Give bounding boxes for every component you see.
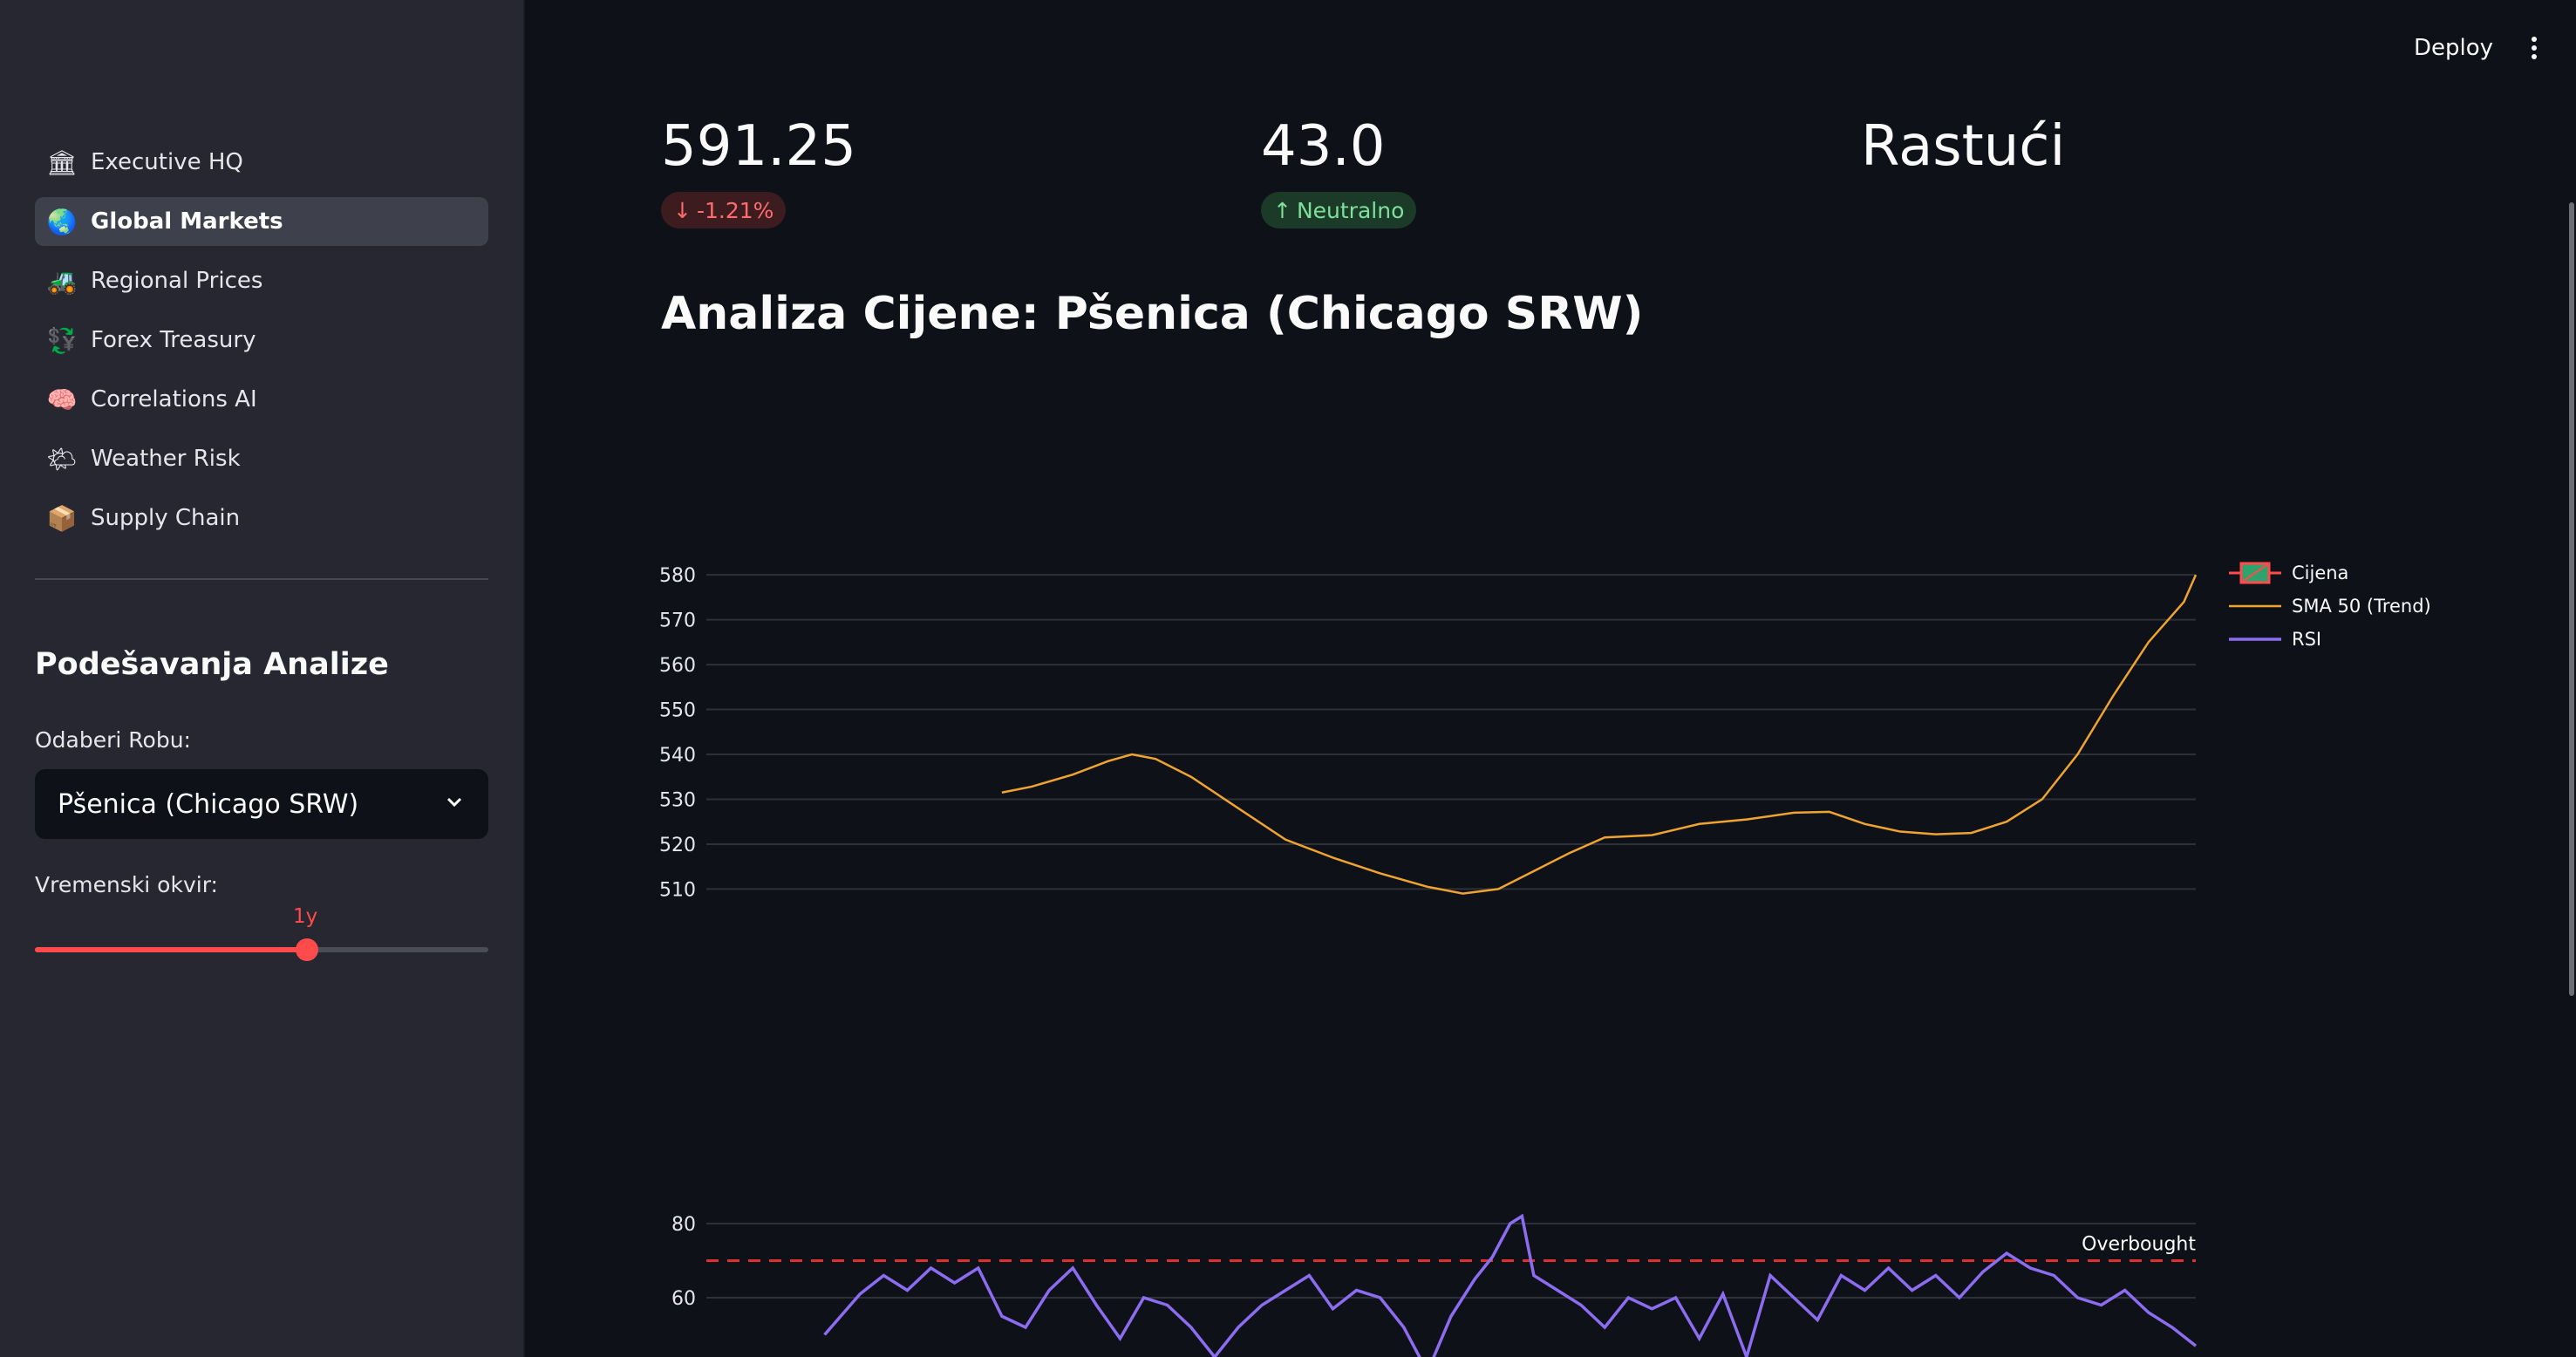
- sidebar: 🏛 Executive HQ 🌏 Global Markets 🚜 Regional Pr…: [0, 0, 525, 1357]
- legend-label: Cijena: [2292, 563, 2349, 583]
- commodity-label: Odaberi Robu:: [35, 727, 191, 753]
- timeframe-slider-value: 1y: [293, 905, 318, 928]
- sidebar-item-correlations-ai[interactable]: 🧠 Correlations AI: [35, 375, 488, 424]
- sidebar-item-forex-treasury[interactable]: 💱 Forex Treasury: [35, 316, 488, 365]
- sidebar-item-weather-risk[interactable]: 🌤 Weather Risk: [35, 434, 488, 483]
- tractor-icon: 🚜: [46, 266, 78, 296]
- overbought-label: Overbought: [2082, 1234, 2196, 1256]
- sidebar-item-label: Supply Chain: [91, 505, 241, 531]
- deploy-button[interactable]: Deploy: [2414, 35, 2494, 61]
- price-tick-label: 520: [659, 835, 696, 856]
- sidebar-item-global-markets[interactable]: 🌏 Global Markets: [35, 197, 488, 246]
- page-title: Analiza Cijene: Pšenica (Chicago SRW): [661, 288, 1644, 340]
- price-tick-label: 540: [659, 745, 696, 767]
- settings-title: Podešavanja Analize: [35, 647, 389, 682]
- legend-label: RSI: [2292, 629, 2322, 650]
- price-tick-label: 510: [659, 879, 696, 901]
- sidebar-divider: [35, 578, 488, 580]
- rsi-line: [823, 1213, 2198, 1357]
- price-tick-label: 570: [659, 610, 696, 632]
- metric-trend-value: Rastući: [1861, 114, 2066, 179]
- arrow-up-icon: ↑: [1273, 197, 1291, 223]
- globe-icon: 🌏: [46, 207, 78, 236]
- main-menu-icon[interactable]: [2529, 37, 2539, 63]
- currency-exchange-icon: 💱: [46, 325, 78, 355]
- chevron-down-icon: [443, 789, 466, 820]
- metric-price-value: 591.25: [661, 114, 856, 179]
- arrow-down-icon: ↓: [673, 197, 692, 223]
- legend-swatch: [2229, 593, 2281, 619]
- metric-price: 591.25 ↓ -1.21%: [661, 112, 856, 228]
- sidebar-item-label: Regional Prices: [91, 268, 263, 294]
- legend-swatch: [2229, 626, 2281, 652]
- chart-legend: Cijena SMA 50 (Trend) RSI: [2229, 556, 2431, 656]
- classical-building-icon: 🏛: [46, 147, 78, 177]
- legend-swatch: [2229, 560, 2281, 586]
- sma-50-line: [1001, 574, 2198, 895]
- package-icon: 📦: [46, 503, 78, 533]
- rsi-tick-label: 80: [671, 1214, 696, 1236]
- sidebar-item-label: Forex Treasury: [91, 327, 256, 353]
- metric-rsi: 43.0 ↑ Neutralno: [1261, 112, 1417, 228]
- scrollbar[interactable]: [2569, 202, 2574, 996]
- sidebar-item-label: Correlations AI: [91, 386, 257, 413]
- rsi-tick-label: 60: [671, 1288, 696, 1310]
- sidebar-item-label: Weather Risk: [91, 446, 241, 472]
- slider-thumb[interactable]: [296, 938, 318, 961]
- sidebar-item-label: Executive HQ: [91, 149, 243, 175]
- sidebar-item-supply-chain[interactable]: 📦 Supply Chain: [35, 494, 488, 542]
- price-chart[interactable]: 510 520 530 540 550 560 570 580 60 80 Overbought: [645, 541, 2206, 1357]
- metric-price-delta: ↓ -1.21%: [661, 192, 787, 228]
- timeframe-label: Vremenski okvir:: [35, 872, 218, 897]
- metric-rsi-delta-text: Neutralno: [1296, 197, 1405, 223]
- commodity-select[interactable]: Pšenica (Chicago SRW): [35, 769, 488, 839]
- legend-item[interactable]: RSI: [2229, 623, 2431, 656]
- metric-price-delta-text: -1.21%: [696, 197, 774, 223]
- legend-label: SMA 50 (Trend): [2292, 596, 2431, 617]
- sidebar-item-label: Global Markets: [91, 208, 283, 235]
- legend-item[interactable]: SMA 50 (Trend): [2229, 590, 2431, 623]
- metric-rsi-delta: ↑ Neutralno: [1261, 192, 1417, 228]
- timeframe-slider[interactable]: [35, 938, 488, 961]
- legend-item[interactable]: Cijena: [2229, 556, 2431, 590]
- price-tick-label: 560: [659, 655, 696, 677]
- sidebar-item-executive-hq[interactable]: 🏛 Executive HQ: [35, 138, 488, 187]
- sidebar-nav: 🏛 Executive HQ 🌏 Global Markets 🚜 Regional Pr…: [35, 138, 488, 553]
- price-tick-label: 580: [659, 565, 696, 587]
- price-tick-label: 550: [659, 700, 696, 722]
- commodity-select-value: Pšenica (Chicago SRW): [58, 788, 359, 820]
- price-tick-label: 530: [659, 789, 696, 811]
- sun-cloud-icon: 🌤: [46, 444, 78, 474]
- metric-trend: Rastući: [1861, 112, 2065, 181]
- brain-icon: 🧠: [46, 385, 78, 414]
- sidebar-item-regional-prices[interactable]: 🚜 Regional Prices: [35, 256, 488, 305]
- metric-rsi-value: 43.0: [1261, 114, 1386, 179]
- slider-fill: [35, 947, 307, 952]
